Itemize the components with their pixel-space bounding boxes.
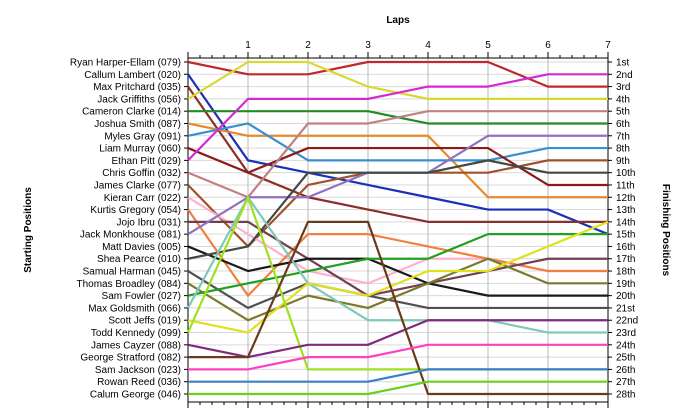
series-line — [187, 73, 609, 236]
driver-label: Matt Davies (005) — [102, 242, 181, 253]
series-line — [187, 233, 608, 297]
x-tick-label: 7 — [605, 40, 611, 51]
finishing-position-label: 15th — [616, 230, 635, 241]
left-axis-title: Starting Positions — [23, 187, 34, 273]
series-line — [187, 257, 608, 322]
driver-label: Shea Pearce (010) — [97, 254, 181, 265]
finishing-position-label: 12th — [616, 193, 635, 204]
series-line — [187, 146, 608, 187]
driver-label: Samual Harman (045) — [83, 267, 181, 278]
x-tick-label: 6 — [545, 40, 551, 51]
finishing-position-label: 23rd — [616, 328, 636, 339]
series-line — [187, 208, 608, 297]
driver-label: Joshua Smith (087) — [94, 119, 181, 130]
driver-label: Rowan Reed (036) — [97, 377, 181, 388]
finishing-position-label: 11th — [616, 180, 635, 191]
finishing-position-label: 18th — [616, 267, 635, 278]
driver-label: James Cayzer (088) — [91, 340, 181, 351]
driver-label: Calum George (046) — [90, 390, 181, 401]
driver-label: Liam Murray (060) — [99, 144, 181, 155]
driver-label: Callum Lambert (020) — [84, 70, 181, 81]
finishing-position-label: 22nd — [616, 316, 638, 327]
series-line — [187, 85, 608, 223]
x-tick-labels: 1 2 3 4 5 6 7 — [245, 40, 611, 51]
finishing-position-label: 14th — [616, 217, 635, 228]
finishing-position-label: 5th — [616, 107, 630, 118]
series-line — [188, 220, 608, 396]
finishing-position-label: 24th — [616, 340, 635, 351]
driver-label: Jojo Ibru (031) — [117, 217, 181, 228]
plot-frame — [187, 57, 609, 403]
finishing-position-label: 21st — [616, 303, 635, 314]
finishing-position-label: 2nd — [616, 70, 633, 81]
driver-label: Kurtis Gregory (054) — [90, 205, 181, 216]
series-line — [187, 196, 608, 334]
driver-label: Max Pritchard (035) — [93, 82, 181, 93]
finishing-position-label: 17th — [616, 254, 635, 265]
right-axis-title: Finishing Positions — [660, 184, 671, 277]
x-axis-title: Laps — [386, 15, 410, 26]
finishing-position-label: 8th — [616, 144, 630, 155]
finishing-position-label: 6th — [616, 119, 630, 130]
series-line — [188, 380, 608, 396]
x-tick-label: 2 — [305, 40, 311, 51]
driver-label: Kieran Carr (022) — [104, 193, 181, 204]
series-lines — [186, 60, 609, 396]
driver-label: George Stratford (082) — [80, 353, 181, 364]
series-line — [187, 270, 608, 310]
finishing-position-label: 3rd — [616, 82, 630, 93]
finishing-position-label: 28th — [616, 390, 635, 401]
finishing-position-label: 1st — [616, 58, 630, 69]
finishing-position-labels: 1st2nd3rd4th5th6th7th8th9th10th11th12th1… — [616, 58, 638, 401]
series-line — [187, 122, 608, 199]
driver-label: Ethan Pitt (029) — [112, 156, 181, 167]
series-line — [187, 245, 608, 297]
finishing-position-label: 13th — [616, 205, 635, 216]
series-line — [187, 122, 608, 162]
finishing-position-label: 26th — [616, 365, 635, 376]
driver-label: Jack Monkhouse (081) — [80, 230, 181, 241]
driver-label: James Clarke (077) — [94, 180, 181, 191]
driver-label: Cameron Clarke (014) — [82, 107, 181, 118]
finishing-position-label: 10th — [616, 168, 635, 179]
x-tick-label: 5 — [485, 40, 491, 51]
driver-label: Sam Fowler (027) — [102, 291, 181, 302]
series-line — [187, 220, 609, 334]
driver-label: Scott Jeffs (019) — [108, 316, 181, 327]
finishing-position-label: 16th — [616, 242, 635, 253]
starting-position-labels: Ryan Harper-Ellam (079)Callum Lambert (0… — [70, 58, 181, 401]
finishing-position-label: 20th — [616, 291, 635, 302]
driver-label: Max Goldsmith (066) — [88, 303, 181, 314]
series-line — [187, 73, 608, 162]
driver-label: Sam Jackson (023) — [95, 365, 181, 376]
x-tick-label: 1 — [245, 40, 251, 51]
finishing-position-label: 25th — [616, 353, 635, 364]
finishing-position-label: 7th — [616, 131, 630, 142]
series-line — [188, 368, 608, 383]
finishing-position-label: 19th — [616, 279, 635, 290]
x-tick-label: 4 — [425, 40, 431, 51]
driver-label: Jack Griffiths (056) — [97, 94, 181, 105]
series-line — [187, 319, 608, 359]
finishing-position-label: 27th — [616, 377, 635, 388]
driver-label: Thomas Broadley (084) — [77, 279, 182, 290]
driver-label: Myles Gray (091) — [104, 131, 181, 142]
driver-label: Ryan Harper-Ellam (079) — [70, 58, 181, 69]
series-line — [187, 110, 608, 199]
series-line — [188, 343, 608, 371]
finishing-position-label: 4th — [616, 94, 630, 105]
driver-label: Chris Goffin (032) — [102, 168, 181, 179]
driver-label: Todd Kennedy (099) — [91, 328, 181, 339]
finishing-position-label: 9th — [616, 156, 630, 167]
series-line — [187, 159, 608, 260]
series-line — [187, 60, 608, 88]
x-tick-label: 3 — [365, 40, 371, 51]
